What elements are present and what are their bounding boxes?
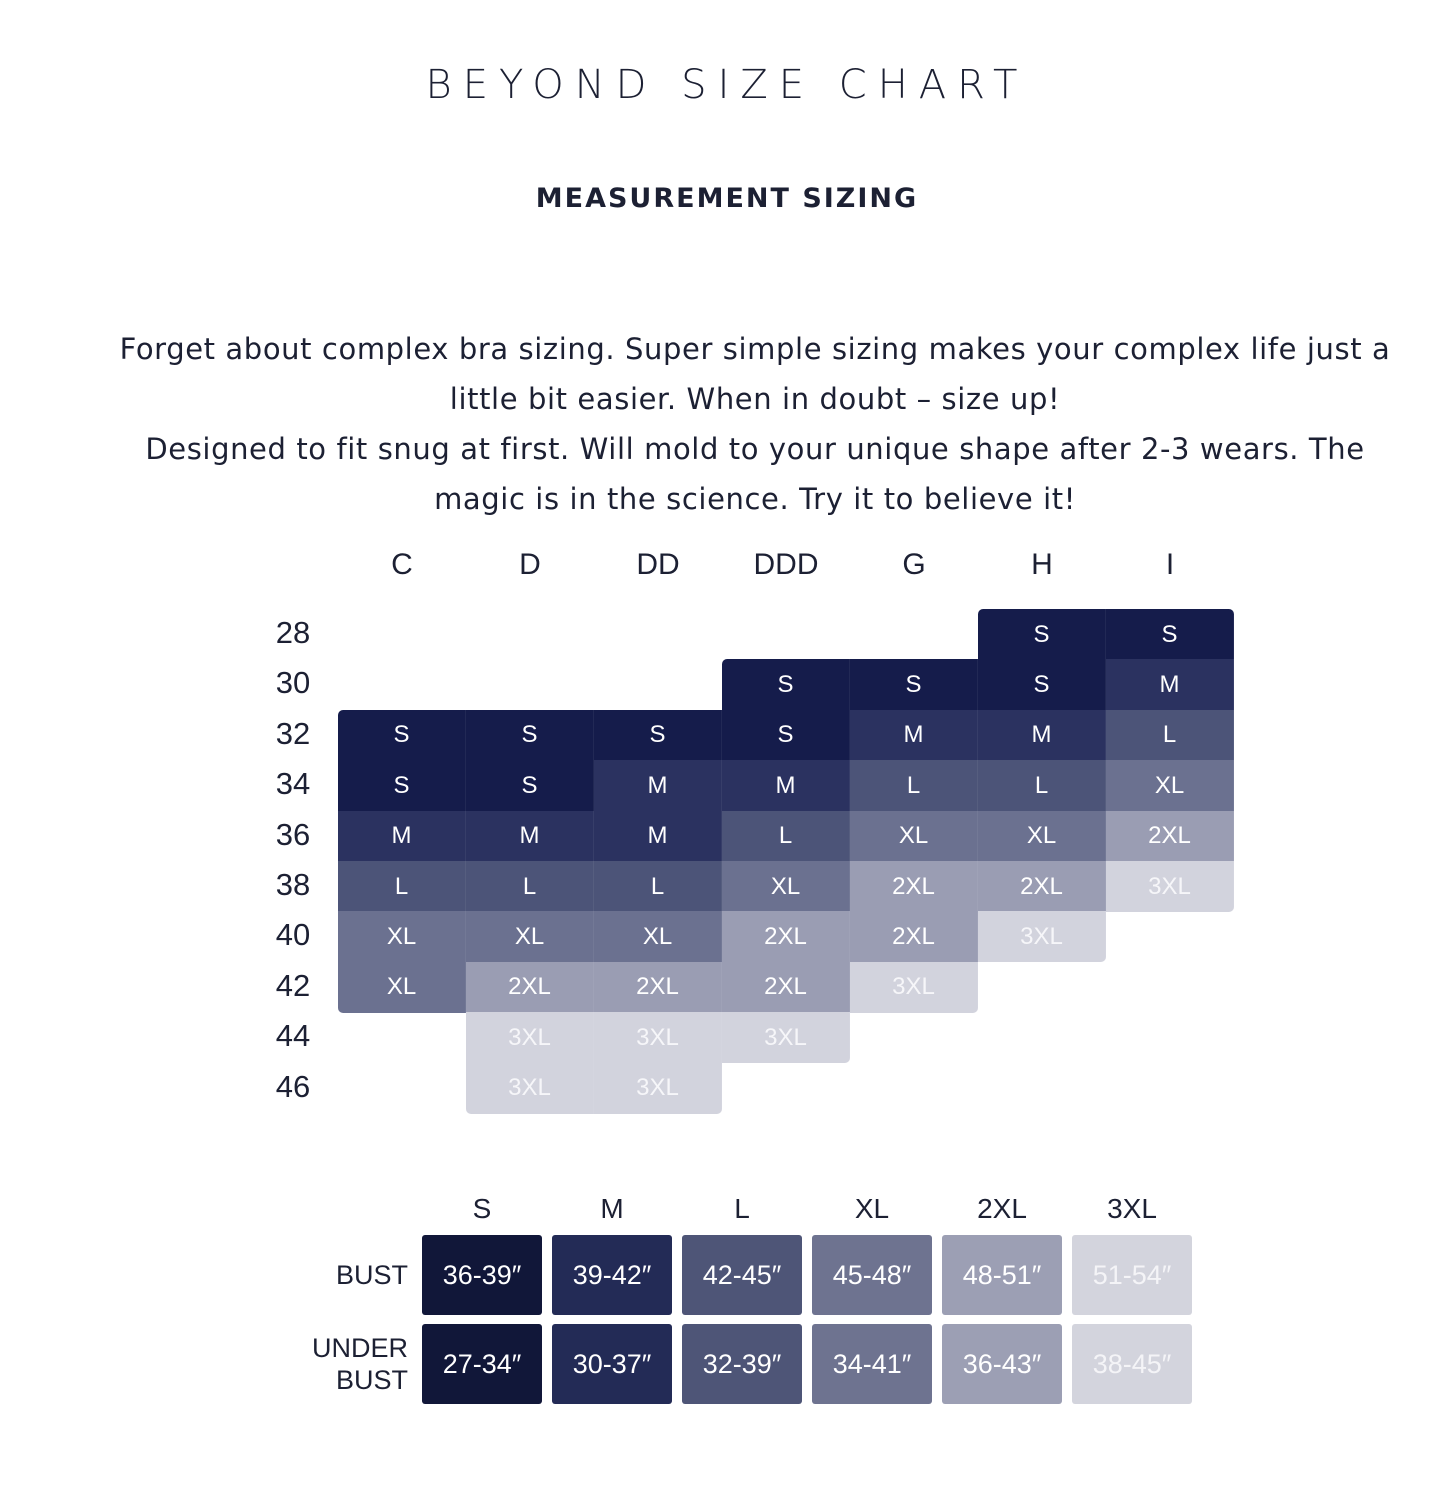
measurement-cell: 45-48″ [812, 1235, 932, 1315]
measurement-cell: 30-37″ [552, 1324, 672, 1404]
size-cell: 3XL [850, 961, 978, 1013]
measurement-cell: 38-45″ [1072, 1324, 1192, 1404]
band-header: 32 [275, 715, 311, 751]
size-cell: M [594, 760, 722, 812]
size-cell: L [850, 760, 978, 812]
measurement-cell: 27-34″ [422, 1324, 542, 1404]
band-header: 44 [275, 1018, 311, 1054]
size-cell: XL [594, 911, 722, 963]
size-cell: L [338, 861, 466, 912]
page-title: BEYOND SIZE CHART [425, 62, 1029, 108]
size-cell: M [850, 709, 978, 761]
size-cell: 2XL [466, 961, 594, 1013]
size-cell: S [338, 709, 466, 761]
size-cell: 2XL [850, 861, 978, 912]
band-header: 28 [275, 615, 311, 650]
cup-header: I [1165, 548, 1175, 581]
size-cell: S [978, 609, 1106, 660]
band-header: 34 [275, 766, 311, 802]
size-cell: M [338, 810, 466, 862]
size-cell: 3XL [594, 1012, 722, 1064]
size-cell: M [722, 760, 850, 812]
measurement-cell: 36-39″ [422, 1235, 542, 1315]
size-header: M [600, 1193, 624, 1224]
measurement-cell: 39-42″ [552, 1235, 672, 1315]
size-cell: 3XL [466, 1062, 594, 1114]
size-cell: 3XL [466, 1012, 594, 1064]
size-header: L [734, 1193, 750, 1224]
section-subtitle: MEASUREMENT SIZING [535, 183, 919, 214]
band-header: 38 [275, 867, 311, 902]
size-cell: S [466, 760, 594, 812]
size-cell: S [850, 659, 978, 711]
band-header: 40 [275, 917, 311, 953]
cup-header: DD [636, 548, 680, 581]
size-cell: S [338, 760, 466, 812]
size-cell: M [594, 810, 722, 862]
measurement-row-label: BUST [335, 1260, 408, 1290]
size-cell: 2XL [978, 861, 1106, 912]
size-cell: 2XL [1106, 810, 1234, 862]
size-cell: M [1106, 659, 1234, 711]
intro-text: Forget about complex bra sizing. Super s… [110, 324, 1400, 524]
size-cell: L [1106, 709, 1234, 761]
size-cell: L [978, 760, 1106, 812]
band-header: 30 [275, 665, 311, 701]
size-header: XL [854, 1193, 890, 1224]
cup-header: D [519, 548, 541, 581]
size-cell: 3XL [978, 911, 1106, 963]
size-cell: L [594, 861, 722, 912]
size-cell: L [466, 861, 594, 912]
size-cell: 2XL [594, 961, 722, 1013]
band-header: 36 [275, 816, 311, 852]
size-cell: 2XL [850, 911, 978, 963]
size-cell: XL [722, 861, 850, 912]
measurement-cell: 51-54″ [1072, 1235, 1192, 1315]
cup-header: G [902, 548, 926, 581]
size-cell: XL [466, 911, 594, 963]
cup-header: H [1031, 548, 1053, 581]
size-cell: S [722, 659, 850, 711]
size-cell: 3XL [1106, 861, 1234, 912]
measurement-cell: 36-43″ [942, 1324, 1062, 1404]
size-cell: M [978, 709, 1106, 761]
measurement-cell: 42-45″ [682, 1235, 802, 1315]
size-cell: S [722, 709, 850, 761]
size-cell: S [978, 659, 1106, 711]
size-cell: 2XL [722, 911, 850, 963]
measurement-row-label: UNDER BUST [311, 1333, 408, 1395]
band-header: 42 [275, 967, 311, 1003]
size-cell: S [466, 709, 594, 761]
size-cell: M [466, 810, 594, 862]
size-cell: 3XL [722, 1012, 850, 1064]
intro-paragraph-1: Forget about complex bra sizing. Super s… [119, 332, 1391, 416]
intro-paragraph-2: Designed to fit snug at first. Will mold… [145, 432, 1365, 516]
size-cell: XL [850, 810, 978, 862]
size-header: 2XL [977, 1193, 1027, 1224]
size-cell: XL [978, 810, 1106, 862]
measurement-cell: 48-51″ [942, 1235, 1062, 1315]
size-cell: XL [338, 911, 466, 963]
size-cell: L [722, 810, 850, 862]
size-header: S [472, 1193, 492, 1224]
band-header: 46 [275, 1068, 311, 1104]
size-cell: XL [338, 961, 466, 1013]
size-cell: S [1106, 609, 1234, 660]
measurement-cell: 34-41″ [812, 1324, 932, 1404]
cup-header: C [391, 548, 413, 581]
cup-header: DDD [753, 548, 819, 581]
measurement-cell: 32-39″ [682, 1324, 802, 1404]
size-header: 3XL [1107, 1193, 1157, 1224]
size-cell: 3XL [594, 1062, 722, 1114]
size-cell: 2XL [722, 961, 850, 1013]
size-cell: XL [1106, 760, 1234, 812]
size-cell: S [594, 709, 722, 761]
